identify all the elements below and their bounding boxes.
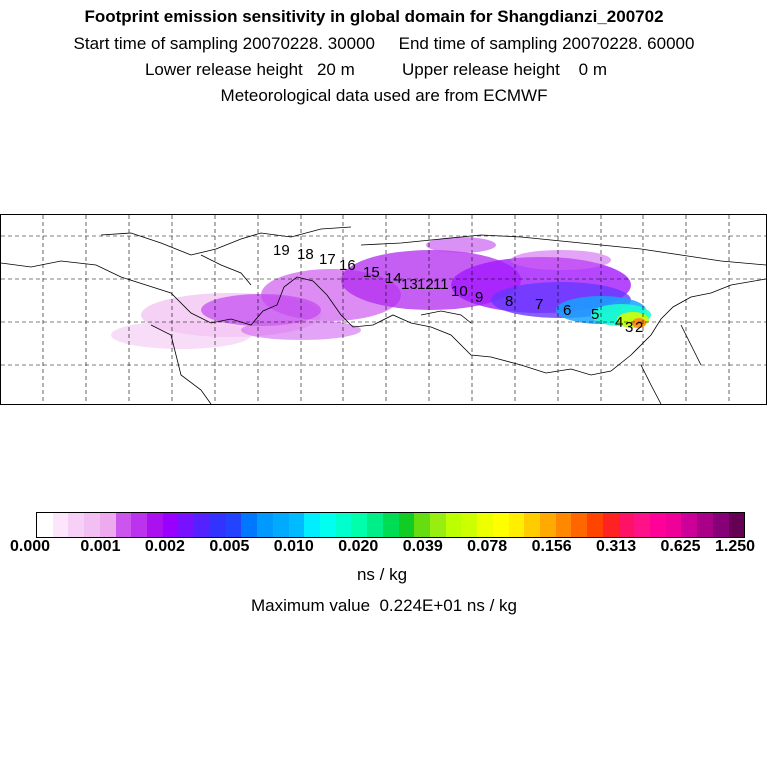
colorbar-tick-label: 0.002 — [144, 538, 185, 555]
traj-label: 6 — [563, 302, 571, 319]
colorbar-swatch — [445, 513, 462, 537]
colorbar-swatch — [115, 513, 132, 537]
traj-label: 14 — [385, 270, 402, 287]
colorbar-swatch — [728, 513, 745, 537]
colorbar-swatch — [147, 513, 163, 537]
colorbar-tick-label: 0.005 — [209, 538, 250, 555]
colorbar-tick-label: 0.001 — [80, 538, 121, 555]
colorbar-swatch — [429, 513, 446, 537]
colorbar-swatch — [131, 513, 148, 537]
traj-label: 4 — [615, 314, 623, 331]
maximum-value: Maximum value 0.224E+01 ns / kg — [251, 596, 517, 615]
traj-label: 2 — [635, 319, 643, 336]
colorbar-swatch — [257, 513, 273, 537]
colorbar-swatch — [241, 513, 258, 537]
colorbar-swatch — [681, 513, 698, 537]
colorbar-swatch — [618, 513, 635, 537]
colorbar-swatch — [712, 513, 729, 537]
colorbar-swatch — [540, 513, 556, 537]
colorbar-swatch — [665, 513, 682, 537]
colorbar-swatch — [414, 513, 430, 537]
colorbar-swatch — [650, 513, 666, 537]
colorbar-swatch — [524, 513, 540, 537]
colorbar-swatch — [178, 513, 195, 537]
colorbar — [36, 512, 745, 538]
sampling-times: Start time of sampling 20070228. 30000 E… — [73, 34, 695, 53]
plume — [111, 237, 651, 349]
colorbar-swatch — [52, 513, 69, 537]
traj-label: 13 — [401, 276, 418, 293]
traj-label: 5 — [591, 306, 599, 323]
traj-label: 7 — [535, 296, 543, 313]
colorbar-swatch — [272, 513, 289, 537]
colorbar-swatch — [492, 513, 509, 537]
colorbar-swatch — [461, 513, 478, 537]
colorbar-swatch — [288, 513, 305, 537]
traj-label: 8 — [505, 293, 513, 310]
colorbar-tick-label: 0.020 — [338, 538, 379, 555]
colorbar-tick-label: 0.010 — [273, 538, 314, 555]
colorbar-tick-label: 0.039 — [402, 538, 443, 555]
colorbar-tick-label: 0.078 — [467, 538, 508, 555]
colorbar-swatch — [367, 513, 383, 537]
colorbar-ticks: 0.000 0.001 0.002 0.005 0.010 0.020 0.039 0.078… — [0, 538, 768, 562]
colorbar-swatch — [162, 513, 179, 537]
colorbar-swatch — [508, 513, 525, 537]
colorbar-swatch — [634, 513, 651, 537]
colorbar-swatch — [304, 513, 320, 537]
colorbar-swatch — [209, 513, 226, 537]
traj-label: 9 — [475, 289, 483, 306]
meteo-source: Meteorological data used are from ECMWF — [220, 86, 548, 105]
colorbar-swatch — [555, 513, 572, 537]
colorbar-swatch — [398, 513, 415, 537]
colorbar-swatch — [351, 513, 368, 537]
traj-label: 17 — [319, 251, 336, 268]
colorbar-tick-label: 0.000 — [9, 538, 51, 555]
graticule — [1, 215, 766, 404]
colorbar-swatch — [68, 513, 85, 537]
colorbar-swatch — [194, 513, 210, 537]
colorbar-swatch — [37, 513, 53, 537]
traj-label: 10 — [451, 283, 468, 300]
traj-label: 3 — [625, 319, 633, 336]
colorbar-tick-label: 0.313 — [596, 538, 637, 555]
traj-label: 19 — [273, 242, 290, 259]
map-svg: 19 18 17 16 15 14 13 12 11 10 9 8 7 6 5 … — [0, 215, 767, 405]
colorbar-swatch — [84, 513, 100, 537]
colorbar-unit: ns / kg — [356, 565, 408, 584]
traj-label: 12 — [417, 276, 434, 293]
colorbar-swatch — [382, 513, 399, 537]
trajectory-labels: 19 18 17 16 15 14 13 12 11 10 9 8 7 6 5 … — [273, 242, 643, 336]
colorbar-swatch — [225, 513, 242, 537]
colorbar-swatch — [99, 513, 116, 537]
plot-title: Footprint emission sensitivity in global… — [84, 7, 664, 26]
colorbar-swatch — [319, 513, 336, 537]
colorbar-swatch — [335, 513, 352, 537]
traj-label: 11 — [433, 276, 449, 293]
colorbar-tick-label: 0.625 — [660, 538, 701, 555]
colorbar-tick-label: 0.156 — [531, 538, 572, 555]
colorbar-swatch — [697, 513, 713, 537]
footprint-map: 19 18 17 16 15 14 13 12 11 10 9 8 7 6 5 … — [0, 214, 767, 405]
colorbar-swatch — [587, 513, 603, 537]
coastlines — [0, 226, 767, 405]
colorbar-swatch — [602, 513, 619, 537]
colorbar-swatch — [477, 513, 493, 537]
traj-label: 16 — [339, 257, 356, 274]
colorbar-swatch — [571, 513, 588, 537]
release-heights: Lower release height 20 m Upper release … — [144, 60, 608, 79]
colorbar-tick-label: 1.250 — [714, 538, 756, 555]
traj-label: 15 — [363, 264, 380, 281]
traj-label: 18 — [297, 246, 314, 263]
